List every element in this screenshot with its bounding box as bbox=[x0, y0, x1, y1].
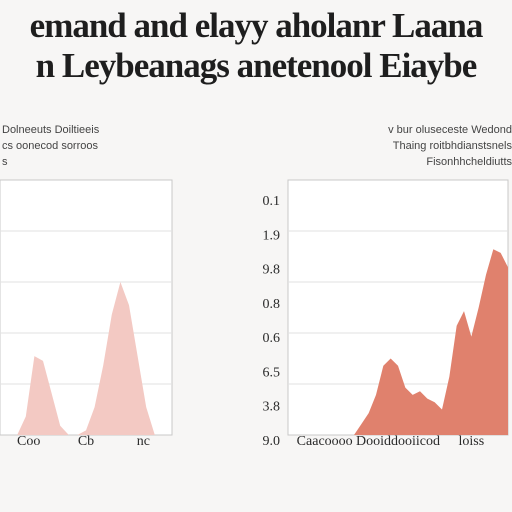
right-subtitle-line: v bur oluseceste Wedond bbox=[388, 124, 512, 136]
y-tick-label: 3.8 bbox=[263, 400, 281, 415]
right-area-chart: 0.1 1.9 9.8 0.8 0.6 6.5 3.8 9.0 Caacoooo Dooiddoo… bbox=[263, 179, 509, 449]
left-area-chart: Coo Cb nc bbox=[0, 179, 173, 449]
x-tick-label: nc bbox=[137, 434, 150, 449]
y-tick-label: 0.6 bbox=[263, 331, 281, 346]
x-tick-label: Coo bbox=[17, 434, 40, 449]
area-series bbox=[288, 249, 508, 435]
left-subtitle-line: s bbox=[2, 156, 8, 168]
left-subtitle-line: Dolneeuts Doiltieeis bbox=[2, 124, 100, 136]
plot-frame bbox=[0, 179, 173, 436]
x-tick-label: Cb bbox=[78, 434, 94, 449]
title-line-2: n Leybeanags anetenool Eiaybe bbox=[35, 46, 478, 85]
y-tick-label: 9.8 bbox=[263, 263, 281, 278]
x-tick-label: loiss bbox=[458, 434, 484, 449]
x-tick-label: Caacoooo bbox=[297, 434, 353, 449]
chart-title: emand and elayy aholanr Laana n Leybeana… bbox=[0, 6, 512, 86]
right-subtitle-line: Fisonhhcheldiutts bbox=[426, 156, 512, 168]
y-tick-label: 0.8 bbox=[263, 297, 281, 312]
title-line-1: emand and elayy aholanr Laana bbox=[29, 6, 484, 45]
area-series bbox=[0, 282, 172, 435]
y-tick-label: 0.1 bbox=[263, 194, 281, 209]
y-tick-label: 1.9 bbox=[263, 228, 281, 243]
y-tick-label: 6.5 bbox=[263, 365, 281, 380]
y-tick-label: 9.0 bbox=[263, 434, 281, 449]
right-chart-subtitle: v bur oluseceste Wedond Thaing roitbhdia… bbox=[300, 122, 512, 170]
x-tick-label: Dooiddooiicod bbox=[356, 434, 440, 449]
right-subtitle-line: Thaing roitbhdianstsnels bbox=[392, 140, 512, 152]
left-chart-subtitle: Dolneeuts Doiltieeis cs oonecod sorroos … bbox=[2, 122, 172, 170]
left-subtitle-line: cs oonecod sorroos bbox=[2, 140, 98, 152]
